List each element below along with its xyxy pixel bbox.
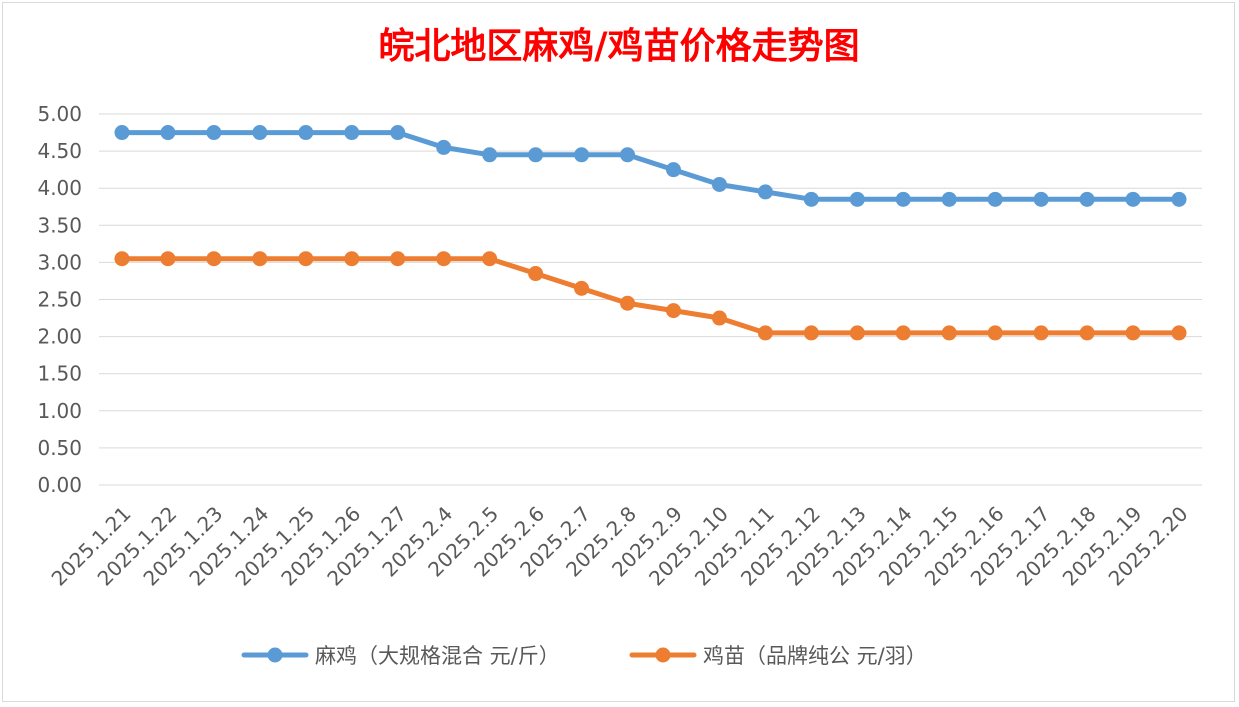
data-point [482, 147, 498, 163]
y-tick-label: 5.00 [37, 102, 82, 126]
data-point [665, 162, 681, 178]
data-point [665, 303, 681, 319]
series-line [119, 256, 1182, 336]
legend-item: 麻鸡（大规格混合 元/斤） [241, 644, 560, 668]
data-point [711, 176, 727, 192]
legend: 麻鸡（大规格混合 元/斤） 鸡苗（品牌纯公 元/羽） [241, 644, 927, 668]
legend-marker [655, 647, 671, 663]
data-point [528, 266, 544, 282]
y-tick-label: 0.50 [37, 436, 82, 460]
data-point [941, 191, 957, 207]
data-point [160, 125, 176, 141]
data-point [390, 125, 406, 141]
data-point [803, 325, 819, 341]
data-point [1125, 325, 1141, 341]
data-point [987, 325, 1003, 341]
data-point [482, 251, 498, 267]
data-point [849, 325, 865, 341]
chart-title: 皖北地区麻鸡/鸡苗价格走势图 [378, 25, 859, 67]
data-point [252, 251, 268, 267]
data-point [757, 184, 773, 200]
y-tick-label: 3.00 [37, 250, 82, 274]
data-point [528, 147, 544, 163]
series-2 [114, 251, 1187, 341]
data-point [390, 251, 406, 267]
x-axis: 2025.1.212025.1.222025.1.232025.1.242025… [47, 502, 1193, 591]
y-tick-label: 4.00 [37, 176, 82, 200]
data-point [298, 251, 314, 267]
data-point [1033, 191, 1049, 207]
data-point [1125, 191, 1141, 207]
data-point [895, 325, 911, 341]
data-point [757, 325, 773, 341]
data-point [574, 280, 590, 296]
y-tick-label: 4.50 [37, 139, 82, 163]
data-point [1171, 325, 1187, 341]
data-point [344, 125, 360, 141]
data-point [895, 191, 911, 207]
data-point [114, 251, 130, 267]
data-point [1079, 191, 1095, 207]
y-tick-label: 0.00 [37, 473, 82, 497]
y-tick-label: 2.50 [37, 288, 82, 312]
y-tick-label: 2.00 [37, 325, 82, 349]
data-point [620, 295, 636, 311]
data-point [436, 139, 452, 155]
y-tick-label: 1.00 [37, 399, 82, 423]
data-point [711, 310, 727, 326]
data-point [803, 191, 819, 207]
data-point [206, 125, 222, 141]
series-line [119, 130, 1182, 202]
legend-marker [267, 647, 283, 663]
series-1 [114, 125, 1187, 207]
data-point [206, 251, 222, 267]
legend-item: 鸡苗（品牌纯公 元/羽） [629, 644, 927, 668]
data-point [941, 325, 957, 341]
data-point [114, 125, 130, 141]
legend-label: 鸡苗（品牌纯公 元/羽） [703, 644, 927, 668]
y-tick-label: 3.50 [37, 213, 82, 237]
data-point [298, 125, 314, 141]
series-layer [114, 125, 1187, 341]
gridlines [99, 113, 1202, 486]
data-point [620, 147, 636, 163]
data-point [1033, 325, 1049, 341]
data-point [1171, 191, 1187, 207]
legend-label: 麻鸡（大规格混合 元/斤） [315, 644, 560, 668]
data-point [252, 125, 268, 141]
data-point [160, 251, 176, 267]
data-point [849, 191, 865, 207]
y-axis: 0.00 0.50 1.00 1.50 2.00 2.50 3.00 3.50 4.00 4.50… [37, 102, 82, 497]
data-point [1079, 325, 1095, 341]
data-point [344, 251, 360, 267]
data-point [436, 251, 452, 267]
data-point [987, 191, 1003, 207]
y-tick-label: 1.50 [37, 362, 82, 386]
data-point [574, 147, 590, 163]
